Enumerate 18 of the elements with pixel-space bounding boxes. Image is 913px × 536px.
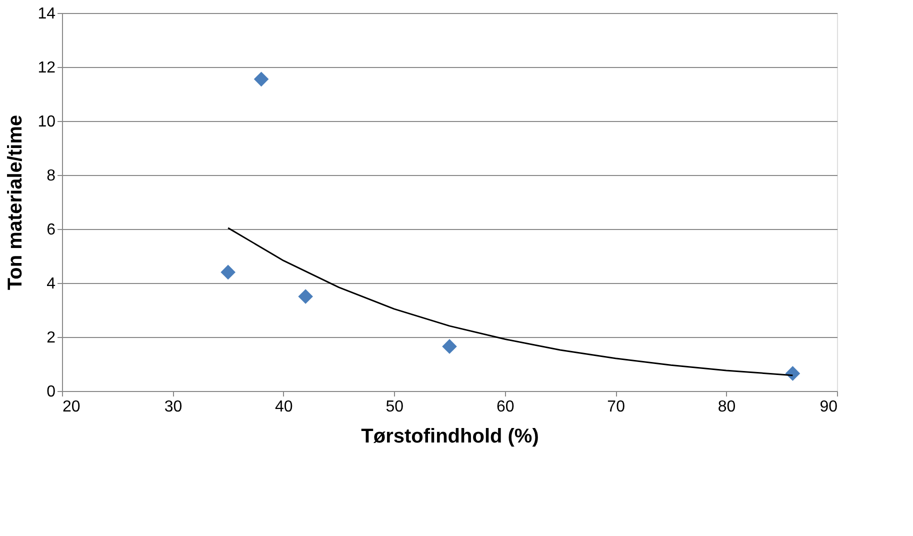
x-axis-title: Tørstofindhold (%) [361, 426, 539, 448]
x-tick-label: 70 [607, 398, 626, 416]
x-tick-label: 80 [718, 398, 736, 416]
y-tick-label: 8 [46, 168, 56, 184]
y-axis-title: Ton materiale/time [4, 114, 27, 290]
y-tick-label: 2 [46, 330, 56, 346]
x-tick-label: 90 [820, 398, 838, 416]
x-tick-label: 30 [164, 398, 182, 416]
y-tick-label: 14 [38, 6, 56, 22]
y-tick-label: 10 [38, 114, 56, 130]
y-tick-label: 6 [46, 222, 56, 238]
y-tick-label: 4 [46, 276, 56, 292]
x-tick-label: 60 [496, 398, 514, 416]
x-tick-label: 20 [62, 398, 80, 416]
x-tick-label: 40 [275, 398, 293, 416]
y-tick-label: 0 [46, 384, 56, 400]
x-tick-label: 50 [386, 398, 404, 416]
y-tick-label: 12 [38, 60, 56, 76]
